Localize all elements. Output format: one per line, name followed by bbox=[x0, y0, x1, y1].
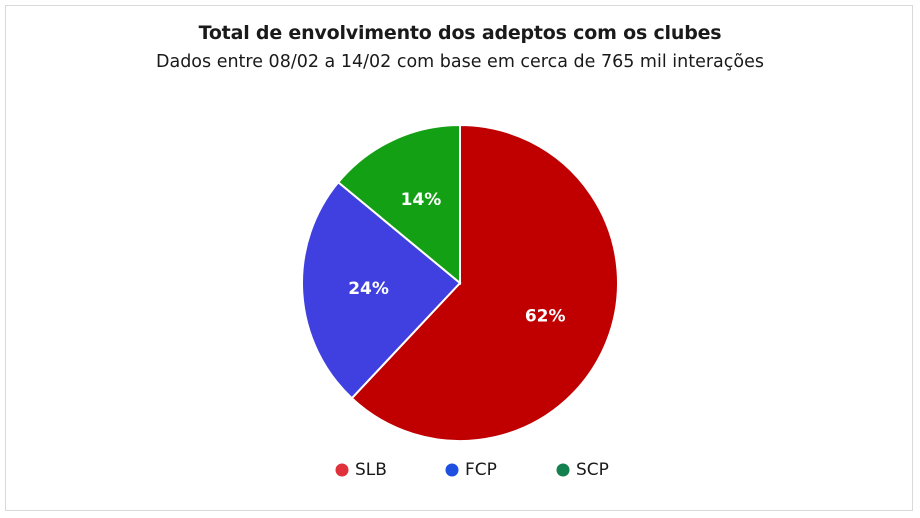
pie-labels: 62% 24% 14% bbox=[348, 190, 565, 327]
slice-label-slb: 62% bbox=[525, 307, 566, 327]
pie-slices bbox=[301, 123, 619, 442]
chart-subtitle: Dados entre 08/02 a 14/02 com base em ce… bbox=[156, 52, 764, 72]
legend: SLB FCP SCP bbox=[335, 460, 609, 480]
slice-label-scp: 14% bbox=[401, 190, 442, 210]
legend-marker-slb bbox=[335, 463, 349, 477]
legend-label-fcp: FCP bbox=[465, 460, 497, 480]
pie-slice-slb bbox=[350, 123, 619, 442]
slice-label-fcp: 24% bbox=[348, 279, 389, 299]
pie-slice-fcp bbox=[301, 180, 462, 400]
pie-slice-scp bbox=[336, 123, 461, 286]
legend-marker-scp bbox=[556, 463, 570, 477]
chart-title: Total de envolvimento dos adeptos com os… bbox=[198, 22, 722, 44]
legend-label-scp: SCP bbox=[576, 460, 609, 480]
legend-label-slb: SLB bbox=[355, 460, 387, 480]
legend-marker-fcp bbox=[445, 463, 459, 477]
